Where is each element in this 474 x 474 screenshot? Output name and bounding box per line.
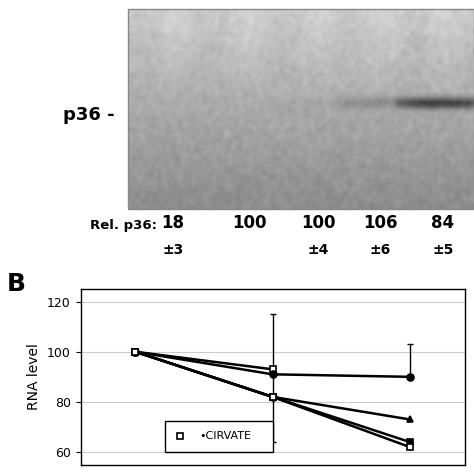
Y-axis label: RNA level: RNA level — [27, 343, 41, 410]
Text: ±6: ±6 — [370, 243, 391, 256]
Text: Rel. p36:: Rel. p36: — [90, 219, 157, 232]
Text: ±5: ±5 — [432, 243, 454, 256]
Text: B: B — [7, 273, 26, 296]
Text: ±3: ±3 — [162, 243, 183, 256]
Text: 100: 100 — [232, 214, 266, 232]
Text: ±4: ±4 — [308, 243, 329, 256]
Text: 100: 100 — [301, 214, 336, 232]
Text: •CIRVATE: •CIRVATE — [200, 431, 252, 441]
Text: 84: 84 — [431, 214, 455, 232]
Text: p36 -: p36 - — [63, 106, 114, 124]
Bar — [165, 421, 273, 452]
Text: 18: 18 — [162, 214, 184, 232]
Text: 106: 106 — [364, 214, 398, 232]
